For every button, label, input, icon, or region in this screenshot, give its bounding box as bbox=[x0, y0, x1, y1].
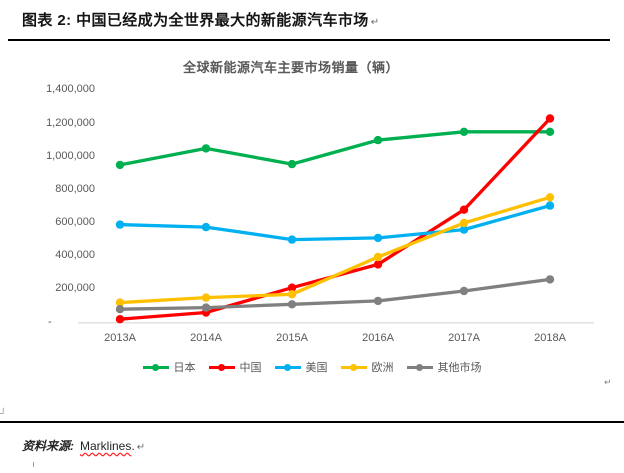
series-point bbox=[545, 114, 555, 123]
legend-label: 欧洲 bbox=[371, 362, 394, 374]
chart-return-mark-icon: ↵ bbox=[604, 377, 612, 387]
cell-corner-mark-icon: ┘ bbox=[0, 408, 7, 418]
series-point bbox=[545, 201, 555, 210]
series-point bbox=[287, 300, 297, 309]
series-point bbox=[287, 290, 297, 299]
series-point bbox=[115, 160, 125, 170]
series-point bbox=[287, 235, 297, 244]
series-point bbox=[287, 159, 297, 169]
legend-marker-dot-icon bbox=[415, 363, 423, 371]
top-rule bbox=[8, 39, 610, 41]
series-point bbox=[459, 218, 469, 228]
source-period: . bbox=[131, 439, 135, 453]
series-point bbox=[373, 252, 383, 262]
series-point bbox=[201, 303, 211, 312]
series-point bbox=[201, 293, 211, 302]
series-point bbox=[545, 193, 555, 202]
series-point bbox=[373, 296, 383, 306]
legend-label: 中国 bbox=[239, 362, 262, 374]
series-point bbox=[115, 305, 125, 314]
bottom-rule bbox=[0, 421, 624, 423]
chart-legend: 日本 中国 美国 欧洲 其他市场 bbox=[0, 359, 624, 375]
legend-label: 美国 bbox=[305, 362, 328, 374]
legend-marker-dot-icon bbox=[283, 363, 291, 371]
legend-item-2: 美国 bbox=[274, 359, 328, 375]
legend-marker-dot-icon bbox=[217, 363, 225, 371]
source-label: 资料来源: bbox=[22, 439, 74, 453]
series-line-2 bbox=[118, 203, 552, 242]
series-point bbox=[459, 286, 469, 296]
series-line-0 bbox=[118, 130, 552, 167]
cursor-tick-mark bbox=[33, 462, 34, 467]
series-point bbox=[545, 275, 555, 284]
legend-marker-icon bbox=[340, 363, 367, 371]
series-point bbox=[545, 127, 555, 136]
series-line-4 bbox=[118, 277, 552, 311]
legend-marker-icon bbox=[142, 363, 169, 371]
return-mark-icon: ↵ bbox=[370, 17, 380, 28]
source-value: Marklines bbox=[80, 439, 132, 453]
series-point bbox=[201, 222, 211, 232]
legend-marker-icon bbox=[274, 363, 301, 371]
series-point bbox=[459, 225, 469, 234]
legend-item-4: 其他市场 bbox=[406, 359, 482, 375]
series-point bbox=[115, 315, 125, 324]
legend-item-1: 中国 bbox=[208, 359, 262, 375]
series-point bbox=[459, 205, 469, 214]
source-return-mark-icon: ↵ bbox=[136, 442, 146, 453]
legend-marker-icon bbox=[208, 363, 235, 371]
figure-caption-text: 图表 2: 中国已经成为全世界最大的新能源汽车市场 bbox=[22, 12, 369, 29]
figure-caption: 图表 2: 中国已经成为全世界最大的新能源汽车市场 ↵ bbox=[22, 9, 379, 30]
series-point bbox=[373, 233, 383, 243]
legend-marker-dot-icon bbox=[349, 363, 357, 371]
series-point bbox=[115, 220, 125, 229]
legend-marker-dot-icon bbox=[151, 363, 159, 371]
legend-label: 日本 bbox=[173, 362, 196, 374]
source-line: 资料来源: Marklines. ↵ bbox=[22, 437, 145, 454]
series-point bbox=[373, 135, 383, 145]
series-point bbox=[287, 283, 297, 292]
series-line-3 bbox=[118, 195, 552, 305]
chart-title: 全球新能源汽车主要市场销量（辆） bbox=[182, 60, 399, 75]
legend-label: 其他市场 bbox=[437, 362, 482, 374]
legend-marker-icon bbox=[406, 363, 433, 371]
series-point bbox=[201, 144, 211, 153]
legend-item-0: 日本 bbox=[142, 359, 196, 375]
series-point bbox=[459, 127, 469, 136]
series-point bbox=[115, 298, 125, 307]
legend-item-3: 欧洲 bbox=[340, 359, 394, 375]
series-point bbox=[373, 260, 383, 269]
